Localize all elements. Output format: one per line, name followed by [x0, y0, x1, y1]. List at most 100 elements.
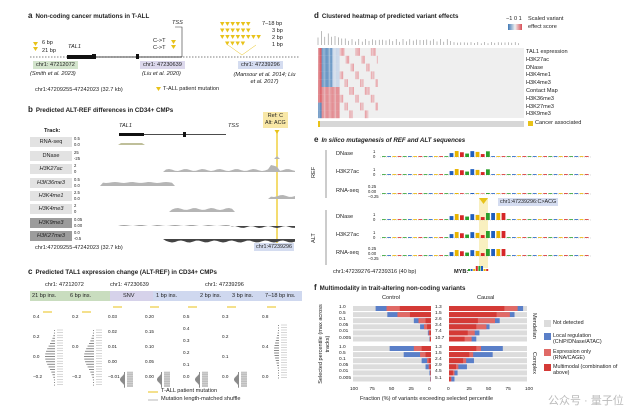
shuffle-density	[275, 357, 279, 359]
shuffle-density	[86, 348, 94, 350]
shuffle-density	[234, 377, 239, 379]
size-label: 1 bp	[272, 42, 283, 48]
myb-motif-letter	[478, 266, 481, 271]
shuffle-density	[237, 383, 239, 385]
logo-letter	[486, 169, 490, 175]
x-tick: 100	[525, 387, 534, 392]
shuffle-density	[90, 371, 94, 373]
shuffle-density	[160, 383, 162, 385]
percentile-tick: 0.05	[339, 363, 349, 369]
control-bar-segment	[403, 352, 431, 358]
shuffle-density	[92, 335, 94, 337]
shuffle-density	[195, 377, 200, 379]
logo-letter	[527, 219, 532, 220]
logo-letter	[522, 193, 527, 194]
legend-swatch	[544, 349, 551, 356]
heatmap-cell	[326, 71, 328, 80]
shuffle-density	[124, 384, 125, 386]
causal-bar-segment	[449, 352, 470, 358]
heatmap-cell	[318, 55, 320, 64]
logo-letter	[470, 193, 475, 194]
shuffle-density	[121, 381, 125, 383]
mutation-label: chr1:47239296:C>ACG	[498, 198, 559, 206]
scale-label: effect score	[528, 24, 557, 30]
gene-label: TAL1	[119, 123, 132, 129]
track-label: H3K27ac	[336, 169, 360, 175]
heatmap-cell	[339, 71, 341, 80]
shuffle-density	[277, 365, 279, 366]
axis-tick: −0.25	[368, 255, 379, 261]
axis-tick: 0.3	[222, 314, 229, 319]
heatmap-cell	[327, 94, 329, 103]
logo-letter	[397, 174, 402, 175]
ratio-label: 2.6	[435, 317, 442, 323]
group-label: 6 bp ins.	[70, 292, 92, 299]
heatmap-cell	[332, 79, 334, 87]
heatmap-cell	[376, 102, 378, 111]
logo-letter	[387, 174, 391, 175]
heatmap-cell	[333, 110, 335, 119]
logo-letter	[387, 255, 391, 256]
logo-letter	[434, 219, 438, 220]
locus-label: chr1: 47212072	[45, 282, 84, 288]
track-label: RNA-seq	[336, 188, 359, 194]
logo-letter	[480, 154, 485, 157]
heatmap-cell	[321, 102, 323, 111]
logo-letter	[538, 193, 542, 194]
bar-background	[449, 330, 527, 336]
shuffle-density	[120, 379, 125, 381]
ratio-label: 1.5	[435, 311, 442, 317]
x-tick: 0	[447, 387, 450, 392]
shuffle-density	[161, 384, 162, 386]
heatmap-cell	[326, 55, 328, 64]
logo-letter	[439, 219, 443, 220]
axis-tick: 0.0	[222, 374, 229, 379]
logo-letter	[532, 193, 537, 194]
shuffle-density	[87, 366, 94, 368]
logo-letter	[454, 214, 459, 220]
heatmap-cell	[320, 63, 322, 72]
heatmap-cell	[319, 102, 321, 111]
logo-letter	[512, 219, 516, 220]
track-label: H3K9me3	[30, 218, 72, 228]
shuffle-density	[92, 379, 94, 381]
heatmap-cell	[327, 87, 329, 95]
shuffle-density	[91, 374, 94, 376]
axis-tick: −0.01	[108, 374, 120, 379]
axis-tick: 0.4	[33, 314, 40, 319]
heatmap-cell	[324, 71, 326, 80]
logo-letter	[569, 193, 573, 194]
axis-tick: 0.0	[183, 374, 190, 379]
track-scale: 2	[74, 202, 77, 208]
heatmap-cell	[338, 110, 340, 119]
heatmap-cell	[321, 48, 323, 56]
logo-letter	[532, 174, 537, 175]
cancer-label: Cancer associated	[535, 120, 582, 126]
axis-tick: 1	[373, 149, 376, 154]
control-header: Control	[382, 295, 401, 301]
logo-letter	[569, 219, 573, 220]
logo-letter	[522, 237, 527, 238]
logo-letter	[397, 237, 402, 238]
logo-letter	[558, 255, 563, 256]
heatmap-cell	[337, 87, 339, 95]
logo-letter	[460, 193, 464, 194]
heatmap-cell	[350, 87, 352, 95]
logo-letter	[423, 219, 428, 220]
mutation-triangle	[225, 22, 230, 26]
size-label: 21 bp	[42, 48, 56, 54]
group-label: 1 bp ins.	[156, 292, 178, 299]
heatmap-cell	[326, 79, 328, 87]
control-bar-segment	[429, 330, 431, 336]
shuffle-density	[124, 386, 125, 388]
control-bar-segment	[399, 306, 431, 311]
panel-f-title: f Multimodality in trait-altering non-cod…	[314, 283, 466, 292]
shuffle-density	[46, 350, 55, 352]
logo-letter	[491, 213, 495, 220]
shuffle-density	[278, 330, 279, 331]
logo-letter	[532, 255, 537, 256]
shuffle-density	[274, 352, 279, 354]
track-signal	[85, 225, 295, 228]
heatmap-cell	[362, 102, 364, 111]
shuffle-density	[234, 378, 239, 380]
